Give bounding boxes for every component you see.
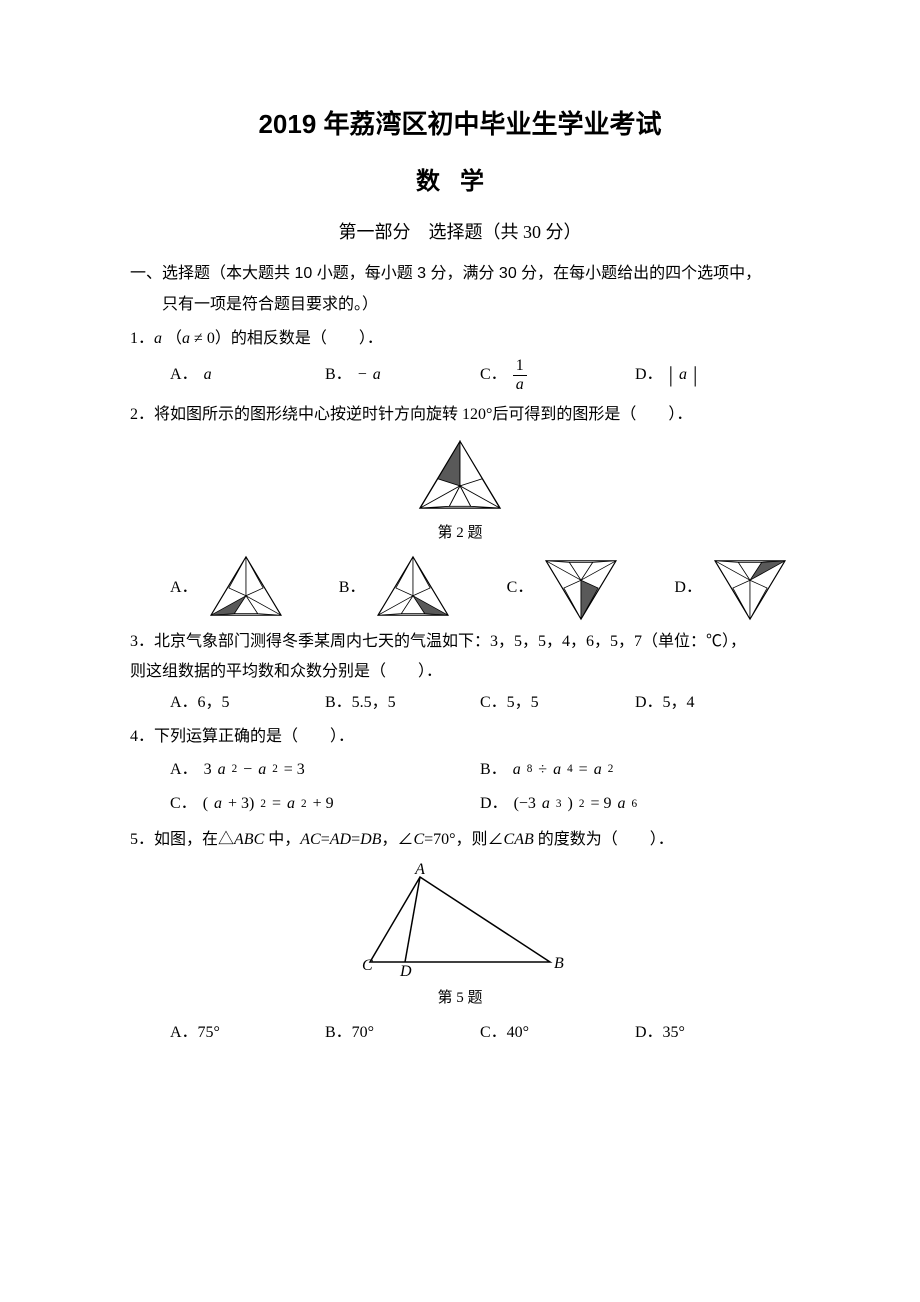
question-2: 2．将如图所示的图形绕中心按逆时针方向旋转 120°后可得到的图形是（ ）． — [130, 400, 790, 430]
q2-d-label: D． — [674, 573, 702, 603]
q1-prefix: 1． — [130, 330, 154, 347]
q2-caption: 第 2 题 — [130, 519, 790, 548]
q4-option-b: B． a8 ÷ a4 = a2 — [480, 753, 790, 787]
q5-caption: 第 5 题 — [130, 984, 790, 1013]
q2-option-b: B． — [339, 553, 454, 623]
q5-option-d: D．35° — [635, 1018, 790, 1048]
q4-d-label: D． — [480, 789, 508, 819]
q1-option-d: D．|a| — [635, 354, 790, 396]
q1-b-label: B． — [325, 360, 352, 390]
q5-label-d: D — [399, 963, 412, 980]
q1-option-a: A．a — [170, 360, 325, 390]
question-3: 3．北京气象部门测得冬季某周内七天的气温如下：3，5，5，4，6，5，7（单位：… — [130, 627, 790, 688]
q5-label-c: C — [362, 957, 373, 974]
q1-a-label: A． — [170, 360, 198, 390]
q3-option-c: C．5，5 — [480, 688, 635, 718]
exam-title: 2019 年荔湾区初中毕业生学业考试 — [130, 100, 790, 149]
q4-a-label: A． — [170, 755, 198, 785]
exam-subject: 数学 — [130, 159, 790, 205]
q1-c-label: C． — [480, 360, 507, 390]
q5-figure: A C D B — [130, 862, 790, 982]
q3-line2: 则这组数据的平均数和众数分别是（ ）． — [130, 657, 790, 687]
q5-suffix: 的度数为（ ）． — [534, 831, 674, 848]
q2-figure — [130, 437, 790, 517]
q2-c-label: C． — [507, 573, 534, 603]
section-header: 第一部分 选择题（共 30 分） — [130, 215, 790, 249]
intro-line-1: 一、选择题（本大题共 10 小题，每小题 3 分，满分 30 分，在每小题给出的… — [130, 259, 790, 289]
q5-mid1: 中， — [264, 831, 300, 848]
q5-label-a: A — [414, 862, 425, 878]
question-4: 4．下列运算正确的是（ ）． — [130, 722, 790, 752]
q1-options: A．a B．−a C． 1a D．|a| — [130, 354, 790, 396]
q2-option-c: C． — [507, 553, 622, 623]
q4-option-a: A． 3a2 − a2 = 3 — [170, 753, 480, 787]
q5-option-a: A．75° — [170, 1018, 325, 1048]
q3-options: A．6，5 B．5.5，5 C．5，5 D．5，4 — [130, 688, 790, 718]
q1-option-b: B．−a — [325, 360, 480, 390]
intro-line-2: 只有一项是符合题目要求的。） — [130, 290, 790, 320]
q5-mid2: ，∠ — [381, 831, 413, 848]
q5-mid3: =70°，则∠ — [424, 831, 503, 848]
q2-option-a: A． — [170, 553, 286, 623]
q4-option-c: C． (a + 3)2 = a2 + 9 — [170, 787, 480, 821]
q5-option-c: C．40° — [480, 1018, 635, 1048]
q4-option-d: D． (−3a3)2 = 9a6 — [480, 787, 790, 821]
q4-c-label: C． — [170, 789, 197, 819]
q3-option-a: A．6，5 — [170, 688, 325, 718]
q4-options: A． 3a2 − a2 = 3 B． a8 ÷ a4 = a2 C． (a + … — [130, 753, 790, 822]
q3-option-b: B．5.5，5 — [325, 688, 480, 718]
q2-a-label: A． — [170, 573, 198, 603]
q1-option-c: C． 1a — [480, 357, 635, 393]
q1-rest: ）的相反数是（ ）． — [215, 330, 383, 347]
q3-option-d: D．5，4 — [635, 688, 790, 718]
section-intro: 一、选择题（本大题共 10 小题，每小题 3 分，满分 30 分，在每小题给出的… — [130, 259, 790, 320]
q5-option-b: B．70° — [325, 1018, 480, 1048]
q4-b-label: B． — [480, 755, 507, 785]
question-1: 1．a （a ≠ 0）的相反数是（ ）． — [130, 324, 790, 354]
q2-options: A． B． C． D． — [130, 553, 790, 623]
q2-b-label: B． — [339, 573, 366, 603]
q5-label-b: B — [554, 955, 564, 972]
q5-prefix: 5．如图，在△ — [130, 831, 234, 848]
q1-d-label: D． — [635, 360, 663, 390]
question-5: 5．如图，在△ABC 中，AC=AD=DB，∠C=70°，则∠CAB 的度数为（… — [130, 825, 790, 855]
q5-options: A．75° B．70° C．40° D．35° — [130, 1018, 790, 1048]
q2-option-d: D． — [674, 553, 790, 623]
q1-paren-open: （ — [166, 330, 182, 347]
q3-line1: 3．北京气象部门测得冬季某周内七天的气温如下：3，5，5，4，6，5，7（单位：… — [130, 627, 790, 657]
